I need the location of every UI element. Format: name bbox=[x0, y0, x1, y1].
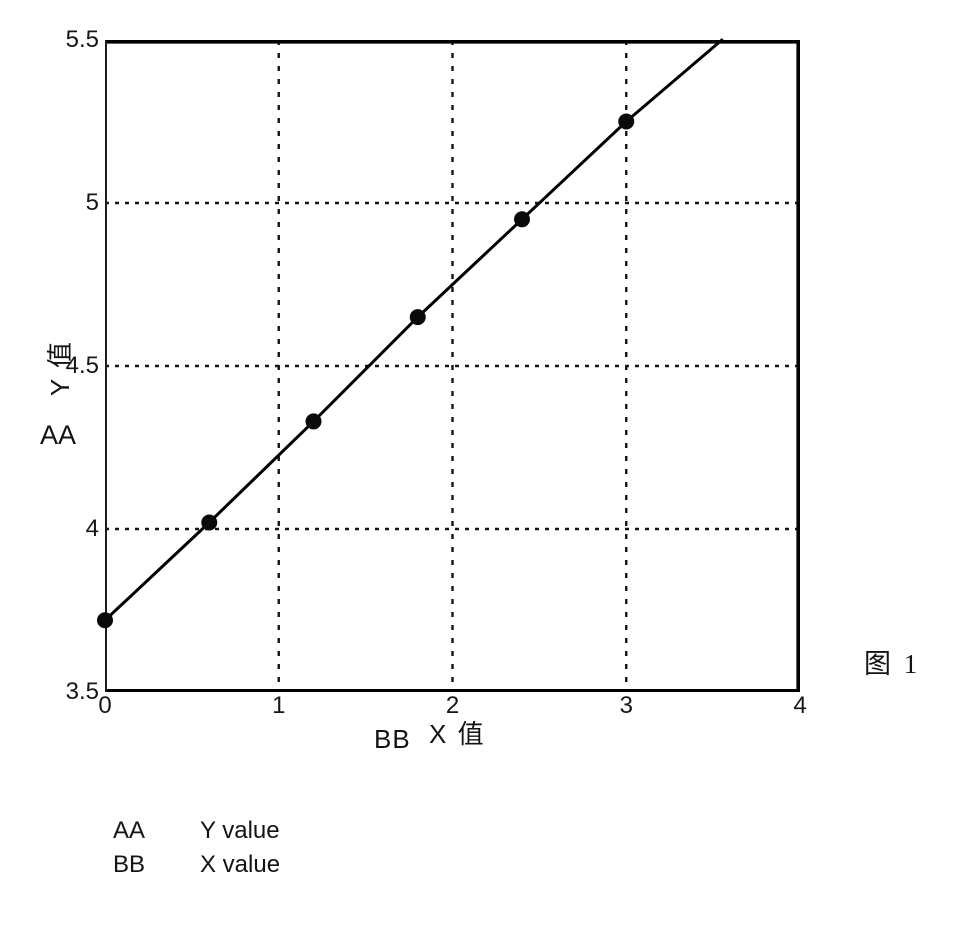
y-tick-label: 4.5 bbox=[65, 352, 99, 379]
x-axis-annotation: BB bbox=[374, 724, 411, 754]
y-axis-annotation: AA bbox=[40, 420, 77, 450]
y-tick-label: 5.5 bbox=[65, 26, 99, 53]
annotation-legend: AA Y value BB X value bbox=[113, 814, 280, 882]
plot-area bbox=[97, 38, 801, 692]
x-axis-label: X 值 bbox=[429, 719, 486, 749]
y-tick-label: 3.5 bbox=[65, 678, 99, 705]
x-tick-label: 2 bbox=[445, 692, 460, 719]
y-tick-label: 4 bbox=[85, 515, 99, 542]
legend-value: X value bbox=[200, 851, 281, 878]
line-chart: 3.5 4 4.5 5 5.5 0 1 2 3 4 bbox=[66, 26, 807, 719]
figure-caption: 图 1 bbox=[864, 649, 921, 679]
x-tick-label: 4 bbox=[793, 692, 807, 719]
legend-key: BB bbox=[113, 851, 146, 878]
legend-row: BB X value bbox=[113, 848, 280, 882]
legend-value: Y value bbox=[200, 817, 280, 844]
x-tick-label: 0 bbox=[98, 692, 112, 719]
legend-row: AA Y value bbox=[113, 814, 280, 848]
y-tick-label: 5 bbox=[85, 189, 99, 216]
legend-key: AA bbox=[113, 817, 146, 844]
x-tick-label: 3 bbox=[619, 692, 633, 719]
y-axis-label: Y 值 bbox=[45, 339, 75, 397]
x-tick-label: 1 bbox=[272, 692, 286, 719]
